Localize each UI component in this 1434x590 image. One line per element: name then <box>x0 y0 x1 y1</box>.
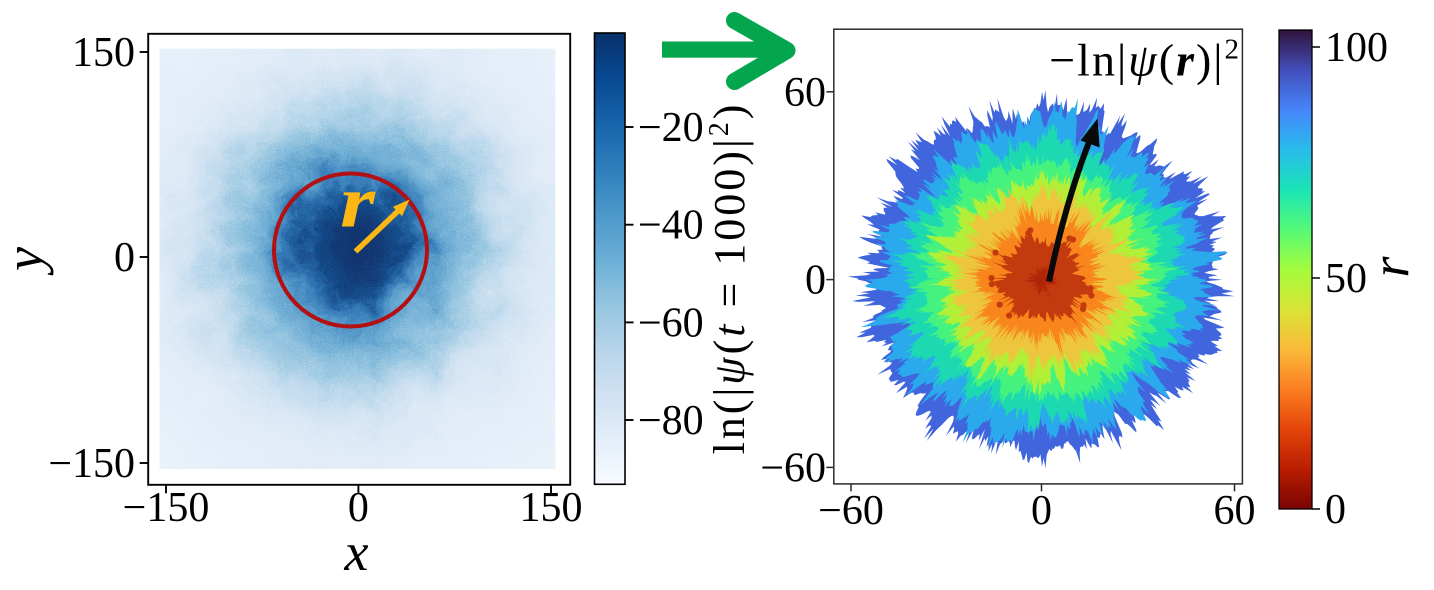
svg-text:150: 150 <box>72 30 135 76</box>
svg-text:x: x <box>344 522 369 582</box>
svg-text:r: r <box>340 162 376 244</box>
svg-text:y: y <box>0 247 54 276</box>
svg-text:−40: −40 <box>638 203 704 249</box>
svg-text:100: 100 <box>1325 25 1388 71</box>
svg-text:150: 150 <box>520 485 583 531</box>
svg-text:0: 0 <box>348 485 369 531</box>
svg-text:60: 60 <box>784 70 826 116</box>
svg-text:60: 60 <box>1214 488 1256 534</box>
svg-text:0: 0 <box>1031 488 1052 534</box>
svg-text:−ln|ψ(r)|2: −ln|ψ(r)|2 <box>1049 34 1241 86</box>
svg-text:−60: −60 <box>818 488 884 534</box>
svg-text:0: 0 <box>1325 487 1346 533</box>
svg-text:0: 0 <box>114 235 135 281</box>
svg-text:−60: −60 <box>760 445 826 491</box>
svg-text:−150: −150 <box>48 441 135 487</box>
svg-text:r: r <box>1360 256 1420 278</box>
svg-text:−80: −80 <box>638 398 704 444</box>
svg-text:50: 50 <box>1325 256 1367 302</box>
svg-text:0: 0 <box>805 258 826 304</box>
svg-text:−150: −150 <box>123 485 210 531</box>
svg-text:ln(|ψ(t = 1000)|2): ln(|ψ(t = 1000)|2) <box>704 102 754 455</box>
svg-text:−20: −20 <box>638 105 704 151</box>
svg-text:−60: −60 <box>638 300 704 346</box>
